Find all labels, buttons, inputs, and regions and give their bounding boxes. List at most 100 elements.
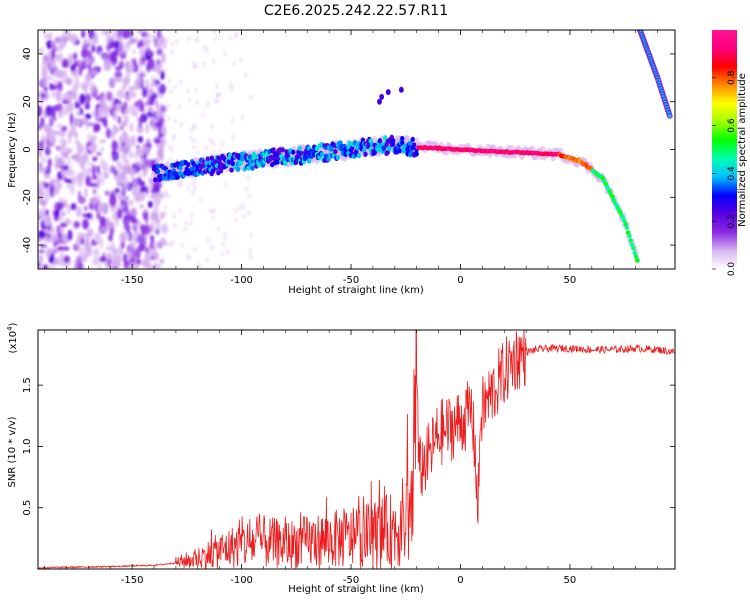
noise-blob (234, 217, 238, 223)
noise-blob (61, 60, 69, 68)
snr-x-label: Height of straight line (km) (288, 584, 424, 595)
noise-blob (145, 79, 149, 90)
noise-blob (205, 48, 209, 54)
noise-blob (160, 237, 166, 246)
noise-blob (112, 101, 117, 112)
noise-blob (147, 111, 152, 117)
noise-blob (67, 30, 71, 38)
noise-blob (205, 145, 209, 151)
noise-blob (226, 248, 230, 254)
noise-blob (90, 135, 97, 142)
noise-blob (154, 251, 159, 261)
noise-blob (128, 199, 134, 206)
noise-blob (49, 68, 53, 76)
noise-blob (61, 202, 65, 209)
colorbar-tick-label: 0.6 (727, 118, 737, 133)
noise-blob (55, 181, 63, 188)
trend-band (151, 86, 641, 264)
noise-blob (121, 30, 130, 39)
noise-blob (144, 252, 150, 260)
noise-blob (144, 101, 150, 106)
noise-blob (213, 36, 217, 42)
noise-blob (136, 79, 143, 84)
noise-blob (58, 108, 64, 119)
noise-blob (43, 123, 51, 133)
noise-blob (156, 30, 162, 40)
band-point (610, 194, 615, 199)
noise-blob (83, 205, 88, 211)
noise-blob (149, 255, 157, 261)
band-point (385, 89, 391, 96)
band-point (251, 151, 257, 157)
noise-blob (145, 122, 149, 135)
noise-blob (53, 79, 59, 86)
noise-blob (132, 49, 136, 54)
noise-blob (138, 73, 147, 78)
noise-blob (149, 235, 155, 241)
noise-blob (131, 58, 137, 64)
noise-blob (41, 66, 48, 79)
colorbar-tick-label: 0.0 (727, 262, 737, 277)
noise-blob (95, 95, 100, 101)
noise-blob (232, 61, 236, 67)
noise-blob (132, 233, 138, 245)
noise-blob (129, 122, 134, 132)
svg-text:(x104): (x104) (6, 322, 19, 353)
noise-blob (49, 82, 54, 91)
noise-blob (66, 179, 73, 184)
snr-multiplier-exp: 4 (6, 326, 14, 331)
band-point (209, 155, 215, 161)
spectrogram-y-label: Frequency (Hz) (7, 112, 18, 188)
noise-blob (194, 87, 198, 93)
noise-blob (241, 204, 245, 210)
noise-blob (190, 128, 194, 134)
noise-blob (91, 164, 96, 177)
noise-blob (79, 93, 86, 105)
spectrogram-x-tick-label: -50 (343, 275, 359, 286)
noise-blob (140, 112, 148, 123)
noise-blob (203, 44, 207, 50)
noise-blob (80, 252, 87, 263)
band-point (635, 258, 640, 263)
noise-blob (51, 49, 56, 58)
noise-blob (77, 60, 84, 66)
noise-blob (67, 101, 74, 113)
noise-blob (155, 157, 160, 165)
noise-blob (38, 123, 43, 131)
noise-blob (82, 84, 88, 93)
noise-blob (156, 108, 163, 119)
noise-blob (123, 214, 129, 224)
band-point (407, 140, 413, 146)
noise-blob (191, 182, 195, 188)
colorbar-label: Normalized spectral amplitude (737, 73, 748, 227)
noise-blob (194, 63, 198, 69)
noise-blob (123, 159, 130, 164)
noise-blob (163, 40, 167, 50)
noise-blob (140, 159, 145, 166)
noise-blob (215, 93, 219, 99)
noise-blob (116, 89, 125, 100)
noise-blob (113, 40, 120, 49)
band-point (250, 165, 255, 171)
noise-blob (96, 177, 101, 186)
band-point (229, 167, 234, 173)
noise-blob (50, 43, 57, 52)
noise-blob (105, 127, 112, 139)
band-point (256, 162, 262, 168)
noise-blob (179, 180, 183, 186)
noise-blob (75, 205, 79, 218)
noise-blob (56, 122, 62, 130)
noise-blob (38, 105, 43, 117)
noise-blob (146, 89, 151, 101)
noise-blob (136, 123, 144, 134)
noise-blob (149, 194, 156, 199)
noise-blob (215, 83, 219, 89)
noise-blob (186, 88, 190, 94)
noise-blob (123, 224, 131, 231)
noise-blob (112, 124, 117, 136)
noise-blob (87, 161, 94, 166)
noise-blob (158, 83, 167, 95)
noise-blob (153, 203, 160, 216)
noise-blob (249, 94, 253, 100)
